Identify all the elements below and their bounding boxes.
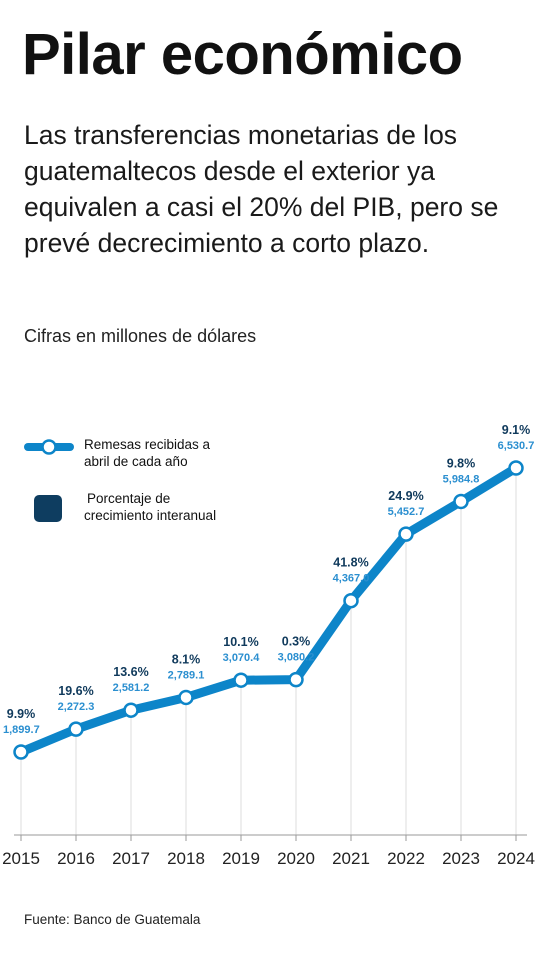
growth-percent-label: 9.1% [502, 423, 531, 437]
legend-square-marker [34, 495, 62, 522]
x-tick-label: 2022 [387, 849, 425, 868]
legend-growth-line1: Porcentaje de [87, 491, 171, 506]
x-tick-label: 2021 [332, 849, 370, 868]
value-label: 5,452.7 [388, 506, 425, 518]
x-tick-label: 2023 [442, 849, 480, 868]
value-label: 2,581.2 [113, 682, 150, 694]
data-point [453, 493, 469, 510]
growth-percent-label: 9.8% [447, 456, 476, 470]
legend-line-marker [24, 439, 74, 455]
remittances-line [16, 463, 521, 757]
data-point [123, 702, 139, 718]
source-note: Fuente: Banco de Guatemala [24, 912, 201, 927]
data-point [178, 689, 194, 706]
growth-percent-label: 8.1% [172, 652, 201, 666]
data-point [343, 592, 359, 609]
x-tick-label: 2020 [277, 849, 315, 868]
x-tick-label: 2017 [112, 849, 150, 868]
value-label: 6,530.7 [498, 440, 535, 452]
data-point [398, 526, 414, 542]
x-axis-ticks: 2015 2016 2017 2018 2019 2020 2021 2022 2023 2024 [2, 835, 535, 868]
growth-percent-label: 19.6% [58, 684, 93, 698]
data-point [288, 671, 304, 688]
series-line [16, 463, 521, 757]
legend-growth-line2: crecimiento interanual [84, 508, 217, 523]
x-tick-label: 2019 [222, 849, 260, 868]
value-label: 4,367.0 [333, 573, 370, 585]
units-note: Cifras en millones de dólares [24, 326, 257, 346]
value-label: 2,789.1 [168, 669, 205, 681]
value-label: 5,984.8 [443, 473, 480, 485]
value-label: 3,080.2 [278, 652, 315, 664]
data-point [68, 721, 84, 737]
series-points [13, 460, 524, 760]
gridlines [20, 468, 517, 835]
growth-percent-label: 9.9% [7, 707, 36, 721]
chart-subtitle: Las transferencias monetarias de los gua… [24, 120, 499, 258]
legend-remittances-line2: abril de cada año [84, 454, 188, 469]
value-label: 1,899.7 [3, 724, 40, 736]
x-tick-label: 2018 [167, 849, 205, 868]
value-label: 3,070.4 [223, 652, 261, 664]
value-label: 2,272.3 [58, 701, 95, 713]
legend-remittances-line1: Remesas recibidas a [84, 437, 211, 452]
data-point [233, 672, 249, 688]
x-tick-label: 2016 [57, 849, 95, 868]
data-point [13, 744, 29, 760]
legend-remittances: Remesas recibidas a abril de cada año [84, 436, 210, 470]
legend-growth: Porcentaje de crecimiento interanual [84, 490, 216, 524]
growth-percent-label: 24.9% [388, 489, 423, 503]
data-point [508, 460, 524, 476]
chart-title: Pilar económico [22, 22, 463, 87]
growth-percent-label: 13.6% [113, 665, 148, 679]
growth-percent-label: 0.3% [282, 635, 311, 649]
x-tick-label: 2015 [2, 849, 40, 868]
data-labels: 9.9% 1,899.7 19.6% 2,272.3 13.6% 2,581.2 8.1% 2… [3, 423, 534, 736]
x-tick-label: 2024 [497, 849, 535, 868]
line-chart: 2015 2016 2017 2018 2019 2020 2021 2022 2023 2024… [2, 423, 535, 868]
growth-percent-label: 10.1% [223, 635, 258, 649]
growth-percent-label: 41.8% [333, 556, 368, 570]
